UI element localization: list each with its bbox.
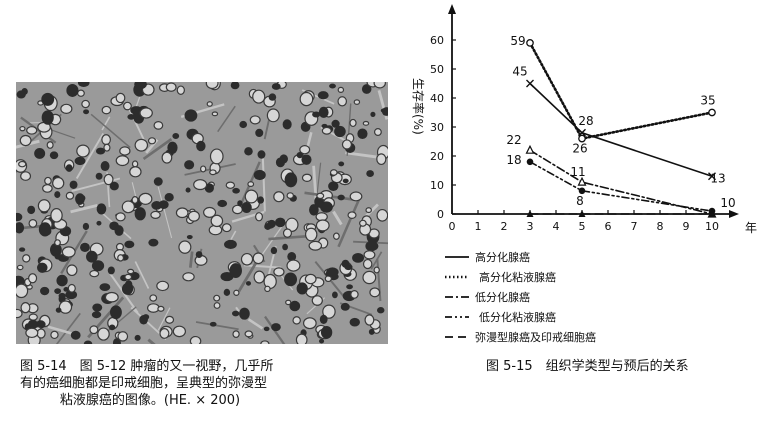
legend-item: 高分化腺癌 [445,250,530,264]
series-line [529,149,713,215]
left-figure-caption: 图 5-14 图 5-12 肿瘤的又一视野，几乎所 有的癌细胞都是印戒细胞，呈典… [20,358,400,409]
x-tick-label: 6 [605,220,612,233]
x-tick-label: 10 [705,220,719,233]
data-label: 59 [510,34,525,48]
x-tick-label: 1 [475,220,482,233]
data-point [526,39,534,47]
data-point [708,172,716,181]
data-label: 28 [578,114,593,128]
x-axis-label: 年 [745,221,757,235]
data-point [577,176,587,186]
y-tick-label: 0 [437,208,444,221]
data-label: 11 [570,165,585,179]
series-1: 59 26 35 [510,34,716,156]
data-point [578,134,586,143]
right-figure-caption: 图 5-15 组织学类型与预后的关系 [486,359,689,374]
caption-line-3: 粘液腺癌的图像。(HE. × 200) [59,393,241,408]
cell-micrograph [16,82,388,344]
legend-item: 低分化腺癌 [445,290,530,304]
x-tick-label: 2 [501,220,508,233]
data-point [708,108,716,117]
y-tick-label: 10 [430,179,444,192]
series-0: 45 28 13 [512,65,725,186]
y-tick-label: 60 [430,34,444,47]
data-point [578,187,586,195]
legend-label: 低分化腺癌 [475,290,530,304]
data-point [526,158,534,166]
data-label: 8 [576,194,584,208]
y-axis-arrow [448,4,456,14]
series-line [528,41,714,141]
legend-item: 高分化粘液腺癌 [445,270,556,284]
data-point [708,210,716,217]
data-label: 45 [512,65,527,79]
data-label: 26 [572,142,587,156]
x-tick-label: 9 [683,220,690,233]
x-tick-label: 8 [657,220,664,233]
x-axis-arrow [729,210,739,218]
series-2: 22 11 [506,133,717,218]
x-tick-label: 3 [527,220,534,233]
chart-series: 45 28 13 59 26 35 22 11 18 8 10 [506,34,736,218]
series-3: 18 8 10 [506,153,736,215]
series-4 [526,210,716,217]
data-label: 35 [700,94,715,108]
legend-item: 低分化粘液腺癌 [445,310,556,324]
data-point [578,210,586,217]
x-tick-label: 5 [579,220,586,233]
y-tick-label: 40 [430,92,444,105]
caption-line-1: 图 5-14 图 5-12 肿瘤的又一视野，几乎所 [20,359,274,374]
y-tick-label: 50 [430,63,444,76]
series-line [529,161,713,212]
x-tick-label: 4 [553,220,560,233]
x-tick-label: 0 [449,220,456,233]
legend-label: 高分化腺癌 [475,250,530,264]
caption-line-2: 有的癌细胞都是印戒细胞，呈典型的弥漫型 [20,376,268,391]
data-point [525,144,535,154]
y-tick-label: 20 [430,150,444,163]
data-label: 18 [506,153,521,167]
legend-label: 弥漫型腺癌及印戒细胞癌 [475,330,596,344]
data-point [526,79,534,88]
data-label: 10 [720,196,735,210]
data-point [526,210,534,217]
data-label: 22 [506,133,521,147]
y-axis-label: 生存率(%) [411,78,426,135]
legend-label: 低分化粘液腺癌 [479,310,556,324]
y-tick-label: 30 [430,121,444,134]
legend-item: 弥漫型腺癌及印戒细胞癌 [445,330,596,344]
x-tick-label: 7 [631,220,638,233]
histology-photo [16,82,388,344]
data-label: 13 [710,171,725,185]
legend-label: 高分化粘液腺癌 [479,270,556,284]
